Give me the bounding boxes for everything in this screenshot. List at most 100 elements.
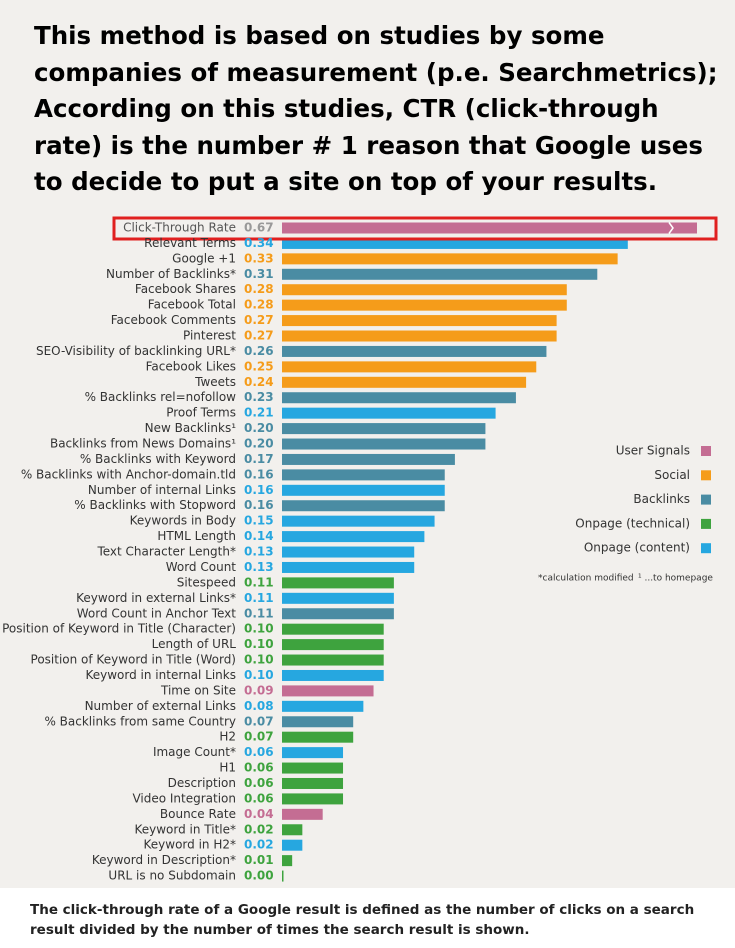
bar: [282, 268, 598, 280]
bar: [282, 561, 415, 573]
category-label: Word Count: [166, 560, 237, 574]
category-label: Facebook Shares: [135, 282, 236, 296]
bar: [282, 608, 394, 620]
category-label: Number of external Links: [85, 699, 236, 713]
category-label: Bounce Rate: [160, 807, 236, 821]
value-label: 0.31: [244, 267, 274, 281]
chart: Click-Through Rate 0.67 Relevant Terms 0.34…: [2, 216, 718, 883]
value-label: 0.02: [244, 822, 274, 836]
category-label: % Backlinks rel=nofollow: [85, 390, 237, 404]
value-label: 0.10: [244, 637, 274, 651]
category-label: % Backlinks from same Country: [44, 714, 236, 728]
value-label: 0.07: [244, 730, 274, 744]
category-label: Keyword in internal Links: [85, 668, 236, 682]
bar: [282, 299, 567, 311]
value-label: 0.08: [244, 699, 274, 713]
category-label: HTML Length: [157, 529, 236, 543]
category-label: % Backlinks with Keyword: [80, 452, 236, 466]
legend-label: Onpage (technical): [575, 516, 690, 530]
category-label: Position of Keyword in Title (Character): [2, 622, 236, 636]
category-label: Google +1: [172, 251, 236, 265]
bar: [282, 423, 486, 435]
bar: [282, 484, 445, 496]
category-label: Number of Backlinks*: [106, 267, 236, 281]
bar: [282, 361, 537, 373]
value-label: 0.06: [244, 745, 274, 759]
bar: [282, 284, 567, 296]
bar: [282, 639, 384, 651]
value-label: 0.10: [244, 668, 274, 682]
value-label: 0.33: [244, 251, 274, 265]
category-label: % Backlinks with Stopword: [74, 498, 236, 512]
category-label: Keyword in Title*: [134, 822, 236, 836]
value-label: 0.16: [244, 483, 274, 497]
bar: [282, 469, 445, 481]
category-label: Facebook Comments: [111, 313, 236, 327]
category-label: URL is no Subdomain: [108, 869, 236, 883]
value-label: 0.21: [244, 406, 274, 420]
category-label: Proof Terms: [166, 406, 236, 420]
legend-swatch: [701, 470, 711, 481]
value-label: 0.15: [244, 514, 274, 528]
bar: [282, 515, 435, 527]
value-label: 0.13: [244, 545, 274, 559]
bar: [282, 669, 384, 681]
category-label: H2: [219, 730, 236, 744]
value-label: 0.24: [244, 375, 274, 389]
break-mark: [668, 222, 674, 234]
bar: [282, 577, 394, 589]
bar: [282, 839, 303, 851]
highlight-box: [112, 216, 718, 241]
value-label: 0.67: [244, 221, 274, 235]
category-label: Tweets: [194, 375, 236, 389]
value-label: 0.00: [244, 869, 274, 883]
value-label: 0.10: [244, 653, 274, 667]
category-label: Keyword in H2*: [144, 838, 236, 852]
value-label: 0.34: [244, 236, 274, 250]
bar: [282, 747, 344, 759]
category-label: H1: [219, 761, 236, 775]
bar: [282, 808, 323, 820]
category-label: Word Count in Anchor Text: [77, 606, 237, 620]
legend-label: Backlinks: [633, 492, 690, 506]
value-label: 0.27: [244, 329, 274, 343]
value-label: 0.23: [244, 390, 274, 404]
value-label: 0.06: [244, 776, 274, 790]
category-label: New Backlinks¹: [145, 421, 237, 435]
category-label: Number of internal Links: [88, 483, 236, 497]
bar: [282, 685, 374, 697]
bar: [282, 531, 425, 543]
bar: [282, 824, 303, 836]
category-label: Keyword in external Links*: [76, 591, 236, 605]
bar: [282, 777, 344, 789]
value-label: 0.11: [244, 591, 274, 605]
bar: [282, 855, 293, 867]
legend-swatch: [701, 446, 711, 456]
value-label: 0.06: [244, 791, 274, 805]
bar: [282, 345, 547, 357]
bar: [282, 654, 384, 666]
legend-label: Social: [654, 468, 690, 482]
category-label: Keywords in Body: [130, 514, 236, 528]
footer: The click-through rate of a Google resul…: [0, 888, 735, 948]
category-label: Facebook Total: [148, 298, 236, 312]
heading: This method is based on studies by some …: [34, 21, 718, 196]
legend-swatch: [701, 494, 711, 505]
category-label: Facebook Likes: [146, 359, 236, 373]
bar: [282, 716, 354, 728]
bar: [282, 700, 364, 712]
caption: The click-through rate of a Google resul…: [30, 902, 695, 938]
value-label: 0.14: [244, 529, 274, 543]
legend-label: Onpage (content): [584, 541, 690, 555]
category-label: Video Integration: [132, 791, 236, 805]
legend-swatch: [701, 543, 711, 554]
value-label: 0.07: [244, 714, 274, 728]
bar: [282, 407, 496, 419]
category-label: Pinterest: [183, 329, 236, 343]
value-label: 0.25: [244, 359, 274, 373]
category-label: Sitespeed: [177, 575, 236, 589]
bar: [282, 376, 527, 388]
value-label: 0.11: [244, 575, 274, 589]
value-label: 0.11: [244, 606, 274, 620]
category-label: % Backlinks with Anchor-domain.tld: [21, 467, 236, 481]
